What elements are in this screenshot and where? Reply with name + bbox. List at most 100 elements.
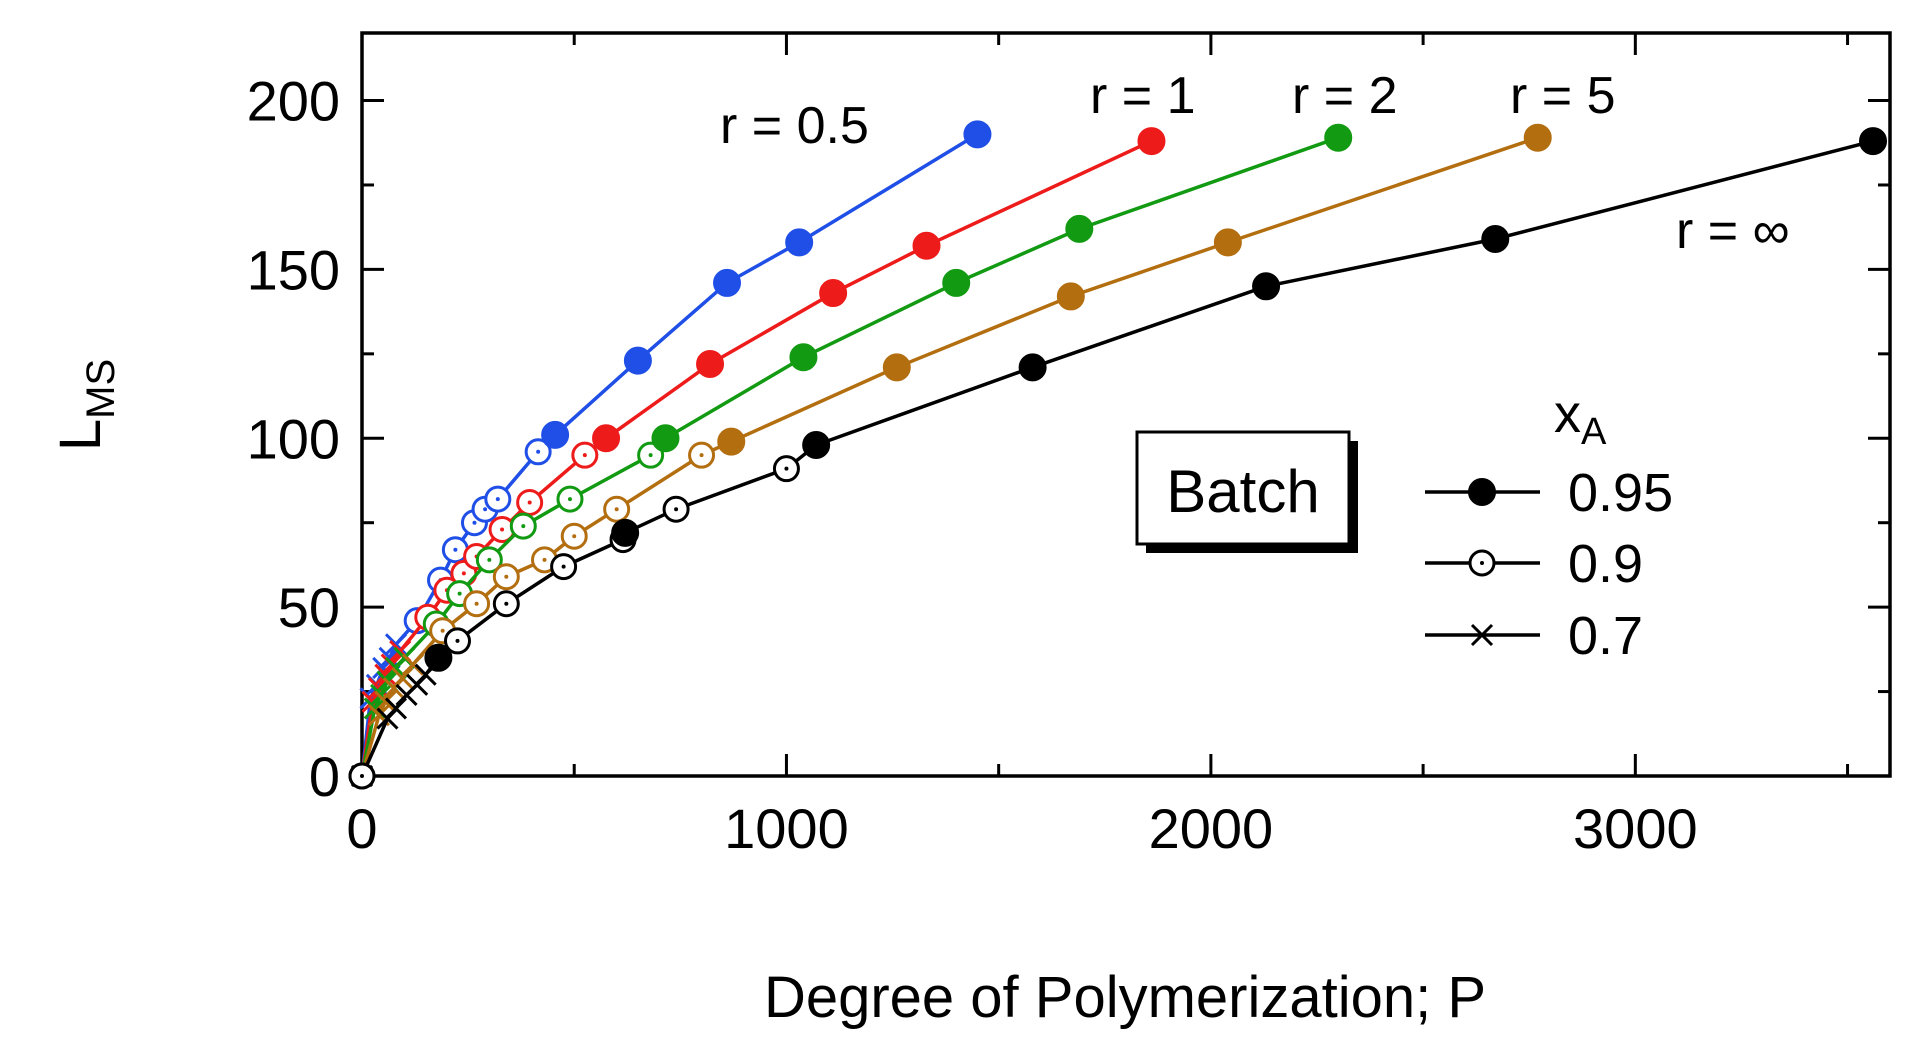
y-axis-title: LMS bbox=[48, 359, 123, 451]
point-xa-090-dot bbox=[521, 524, 526, 529]
point-xa-070 bbox=[374, 663, 397, 686]
point-xa-095 bbox=[1056, 282, 1085, 311]
point-xa-070-stroke-b bbox=[384, 633, 408, 656]
x-tick-label: 1000 bbox=[724, 797, 849, 860]
point-xa-090 bbox=[603, 495, 631, 523]
series-layer bbox=[348, 120, 1888, 790]
point-xa-090 bbox=[463, 590, 491, 618]
point-xa-070 bbox=[363, 697, 386, 720]
point-xa-090 bbox=[492, 590, 520, 618]
point-xa-095 bbox=[912, 231, 941, 260]
point-xa-090 bbox=[475, 546, 503, 574]
legend-marker bbox=[1468, 549, 1496, 577]
point-xa-090 bbox=[444, 627, 471, 655]
y-axis-title-main: L bbox=[48, 419, 113, 451]
point-xa-095 bbox=[1137, 127, 1166, 156]
batch-box: Batch bbox=[1135, 430, 1358, 553]
y-tick-label: 50 bbox=[278, 576, 340, 639]
point-xa-090 bbox=[637, 441, 665, 469]
point-xa-095 bbox=[1065, 214, 1094, 243]
point-xa-090-dot bbox=[483, 507, 488, 512]
series-4 bbox=[348, 127, 1888, 790]
batch-box-label: Batch bbox=[1166, 458, 1319, 525]
legend-entry-2: 0.7 bbox=[1425, 606, 1643, 666]
point-xa-090-dot bbox=[461, 571, 466, 576]
svg-text:LMS: LMS bbox=[48, 359, 123, 451]
point-xa-095 bbox=[1859, 127, 1888, 156]
point-xa-070 bbox=[384, 697, 408, 720]
point-xa-095 bbox=[882, 353, 911, 382]
point-xa-090 bbox=[560, 522, 588, 550]
point-xa-070-stroke-b bbox=[363, 697, 386, 720]
point-xa-090-dot bbox=[453, 547, 458, 552]
point-xa-095 bbox=[819, 279, 848, 308]
point-xa-090-dot bbox=[542, 557, 547, 562]
point-xa-070-stroke-b bbox=[389, 639, 412, 663]
point-xa-095 bbox=[713, 268, 742, 297]
batch-box-frame bbox=[1135, 430, 1351, 546]
point-xa-090-dot bbox=[504, 601, 509, 606]
series-3 bbox=[360, 123, 1552, 777]
y-tick-label: 100 bbox=[247, 407, 340, 470]
y-tick-label: 0 bbox=[309, 745, 340, 808]
point-xa-090-dot bbox=[474, 601, 479, 606]
point-xa-095 bbox=[651, 424, 680, 453]
series-line bbox=[360, 132, 979, 777]
y-tick-label: 150 bbox=[247, 238, 340, 301]
point-xa-070-stroke-b bbox=[401, 653, 424, 676]
point-xa-090-dot bbox=[567, 497, 572, 502]
origin-marker-circle-dot bbox=[360, 774, 364, 778]
legend-title-subscript: A bbox=[1581, 411, 1607, 453]
point-xa-090 bbox=[492, 563, 520, 591]
point-xa-090 bbox=[772, 455, 800, 483]
origin-marker-circle bbox=[348, 762, 376, 790]
plot-frame bbox=[360, 31, 1892, 778]
x-tick-label: 0 bbox=[346, 797, 377, 860]
point-xa-095 bbox=[424, 643, 453, 672]
point-xa-070-stroke-b bbox=[374, 663, 397, 686]
series-label-3: r = 5 bbox=[1510, 67, 1616, 125]
point-xa-090-dot bbox=[504, 574, 509, 579]
point-xa-090-dot bbox=[472, 520, 477, 525]
point-xa-070-stroke-b bbox=[391, 666, 414, 690]
point-xa-095 bbox=[623, 346, 652, 375]
point-xa-090-dot bbox=[457, 591, 462, 596]
point-xa-090 bbox=[550, 553, 578, 581]
legend-marker bbox=[1470, 623, 1494, 647]
legend-marker bbox=[1468, 478, 1496, 506]
point-xa-070 bbox=[384, 633, 408, 656]
series-line bbox=[360, 139, 1153, 777]
point-xa-095 bbox=[785, 228, 814, 257]
point-xa-090-dot bbox=[561, 564, 566, 569]
legend-label: 0.7 bbox=[1568, 606, 1643, 666]
series-1 bbox=[360, 127, 1166, 777]
point-xa-090-dot bbox=[614, 507, 619, 512]
point-xa-095 bbox=[592, 424, 621, 453]
point-xa-090-dot bbox=[699, 453, 704, 458]
legend-marker-dot bbox=[1480, 561, 1484, 565]
point-xa-095 bbox=[802, 431, 831, 460]
point-xa-090-dot bbox=[572, 534, 577, 539]
point-xa-090-dot bbox=[440, 628, 445, 633]
series-label-4: r = ∞ bbox=[1676, 202, 1790, 260]
point-xa-095 bbox=[789, 343, 818, 372]
x-tick-label: 2000 bbox=[1149, 797, 1274, 860]
point-xa-090 bbox=[688, 441, 716, 469]
point-xa-090 bbox=[484, 485, 512, 513]
point-xa-090 bbox=[662, 495, 690, 523]
y-axis-title-subscript: MS bbox=[79, 359, 123, 419]
point-xa-095 bbox=[1481, 225, 1510, 254]
point-xa-095 bbox=[963, 120, 992, 149]
series-label-1: r = 1 bbox=[1090, 67, 1196, 125]
series-0 bbox=[359, 120, 992, 777]
axis-tick-labels: 0 1000 2000 3000 0 50 100 150 200 bbox=[247, 70, 1698, 860]
point-xa-090-dot bbox=[784, 466, 789, 471]
legend-entry-1: 0.9 bbox=[1425, 534, 1643, 594]
point-xa-090 bbox=[509, 512, 537, 540]
legend-label: 0.9 bbox=[1568, 534, 1643, 594]
point-xa-090 bbox=[516, 488, 544, 516]
point-xa-090 bbox=[571, 441, 599, 469]
point-xa-090-dot bbox=[487, 557, 492, 562]
point-xa-090-dot bbox=[536, 449, 541, 454]
